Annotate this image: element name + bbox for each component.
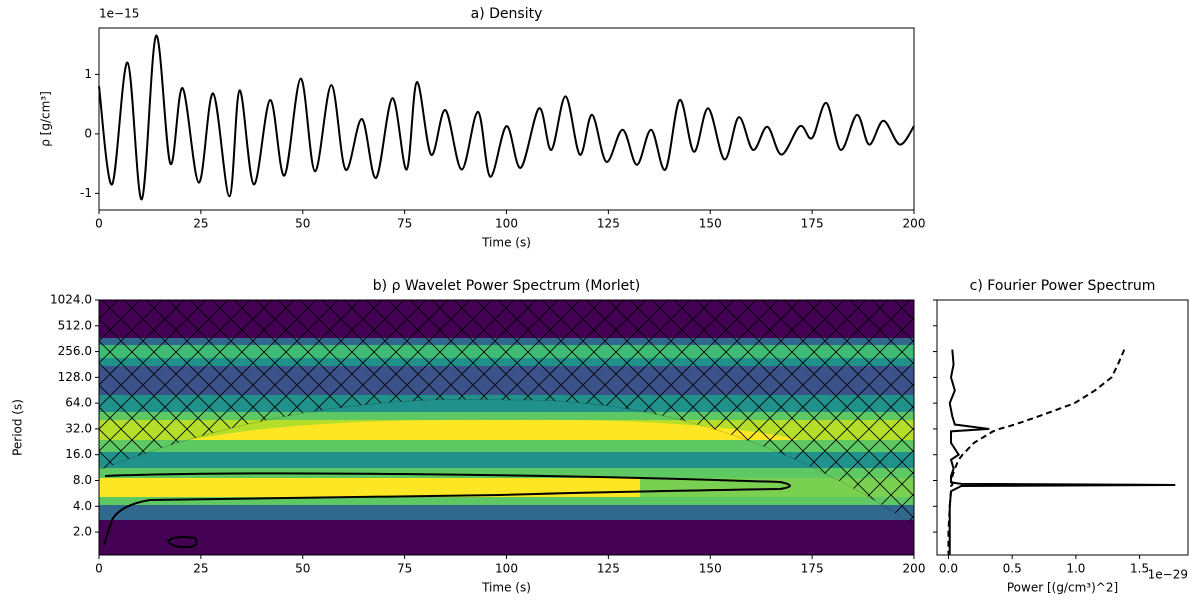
y-tick-label: 256.0 [58, 344, 92, 358]
plot-frame [936, 299, 1189, 556]
y-tick-label: 2.0 [73, 525, 92, 539]
y-tick-label: 1024.0 [50, 293, 92, 307]
x-tick-label: 200 [903, 217, 926, 231]
significance-line [947, 349, 1126, 555]
x-tick-label: 200 [903, 562, 926, 576]
x-tick-label: 100 [495, 217, 518, 231]
y-tick-label: 64.0 [65, 396, 92, 410]
density-line [98, 34, 915, 201]
x-tick-label: 0.5 [1003, 562, 1022, 576]
x-tick-label: 125 [597, 217, 620, 231]
x-axis-label: Time (s) [481, 581, 531, 595]
x-tick-label: 0 [95, 562, 103, 576]
y-axis-label: ρ [g/cm³] [39, 91, 53, 147]
x-tick-label: 50 [295, 562, 310, 576]
x-tick-label: 0 [95, 217, 103, 231]
x-tick-label: 100 [495, 562, 518, 576]
panel-title: b) ρ Wavelet Power Spectrum (Morlet) [373, 278, 640, 294]
x-tick-label: 50 [295, 217, 310, 231]
x-axis-label: Power [(g/cm³)^2] [1007, 581, 1118, 595]
x-tick-label: 0.0 [939, 562, 958, 576]
y-tick-label: 8.0 [73, 473, 92, 487]
x-tick-label: 150 [699, 562, 722, 576]
y-tick-label: 1 [84, 67, 92, 81]
x-tick-label: 25 [193, 217, 208, 231]
x-axis-label: Time (s) [481, 236, 531, 250]
power-line [948, 349, 1176, 555]
y-tick-label: 16.0 [65, 447, 92, 461]
x-tick-label: 75 [397, 217, 412, 231]
x-tick-label: 150 [699, 217, 722, 231]
plot-frame [98, 27, 915, 211]
y-tick-label: -1 [80, 186, 92, 200]
x-tick-label: 175 [801, 217, 824, 231]
y-tick-label: 512.0 [58, 318, 92, 332]
x-tick-label: 175 [801, 562, 824, 576]
y-tick-label: 0 [84, 126, 92, 140]
wavelet-heatmap [99, 300, 914, 555]
x-tick-label: 125 [597, 562, 620, 576]
offset-text: 1e−29 [1148, 568, 1188, 582]
y-axis-label: Period (s) [11, 399, 25, 456]
x-tick-label: 1.5 [1130, 562, 1149, 576]
offset-text: 1e−15 [99, 7, 139, 21]
y-tick-label: 4.0 [73, 499, 92, 513]
y-tick-label: 128.0 [58, 370, 92, 384]
x-tick-label: 75 [397, 562, 412, 576]
x-tick-label: 1.0 [1066, 562, 1085, 576]
panel-title: c) Fourier Power Spectrum [970, 278, 1156, 294]
panel-title: a) Density [471, 6, 543, 22]
y-tick-label: 32.0 [65, 421, 92, 435]
x-tick-label: 25 [193, 562, 208, 576]
